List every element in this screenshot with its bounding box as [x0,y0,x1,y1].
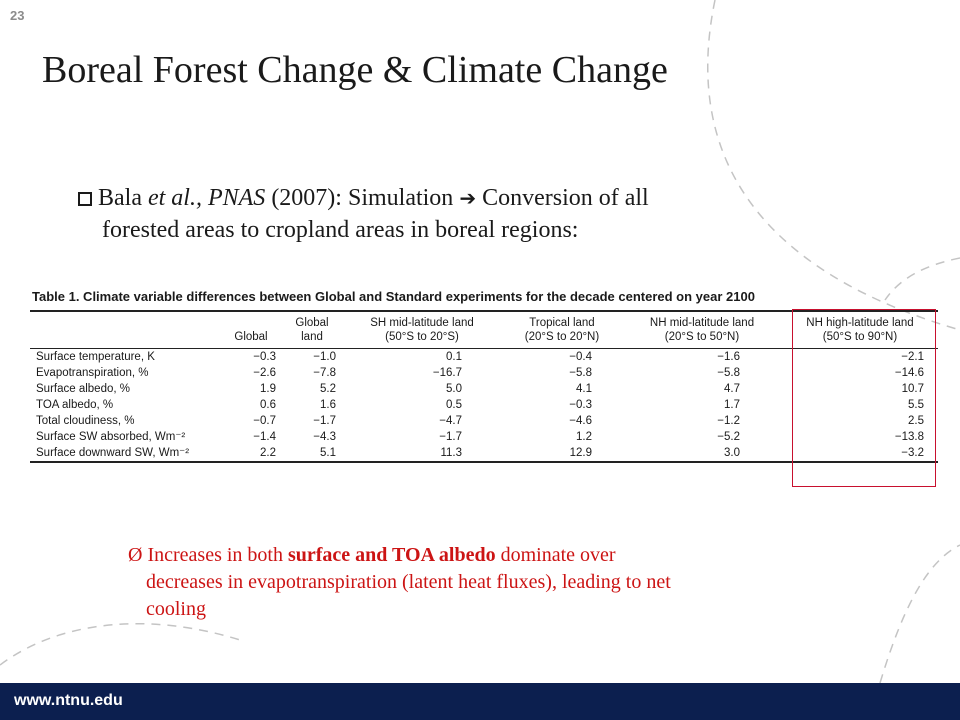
table-cell: 1.7 [724,399,740,411]
bullet-line-2: forested areas to cropland areas in bore… [102,217,579,243]
table-cell: −4.6 [569,415,592,427]
table-header-cell: SH mid-latitude land (50°S to 20°S) [370,317,474,343]
table-cell: −2.6 [253,367,276,379]
highlight-box-nh-high-latitude [792,309,936,487]
table-row: Total cloudiness, % −0.7 −1.7 −4.7 −4.6 … [30,413,938,429]
table-cell: 2.5 [908,415,924,427]
checkbox-bullet-icon [78,192,92,206]
conclusion-line-2: decreases in evapotranspiration (latent … [146,571,671,593]
table-cell: 1.9 [260,383,276,395]
table-cell: −5.2 [717,431,740,443]
dashed-arc-bottom-left [0,623,241,666]
table-cell: −4.3 [313,431,336,443]
table-cell: −13.8 [894,431,924,443]
table-cell: −16.7 [432,367,462,379]
footer-url-link[interactable]: www.ntnu.edu [14,692,123,709]
table-row: Evapotranspiration, % −2.6 −7.8 −16.7 −5… [30,365,938,381]
table-cell: 0.1 [446,351,462,363]
row-label: TOA albedo, % [36,399,114,411]
table-cell: −0.4 [569,351,592,363]
table-row: Surface downward SW, Wm⁻² 2.2 5.1 11.3 1… [30,445,938,462]
table-cell: −5.8 [717,367,740,379]
row-label: Surface albedo, % [36,383,130,395]
row-label: Surface SW absorbed, Wm⁻² [36,431,186,443]
table-row: Surface albedo, % 1.9 5.2 5.0 4.1 4.7 10… [30,381,938,397]
table-row: Surface temperature, K −0.3 −1.0 0.1 −0.… [30,349,938,366]
table-cell: −2.1 [901,351,924,363]
table-cell: −7.8 [313,367,336,379]
table-caption: Table 1. Climate variable differences be… [32,289,755,304]
table-cell: −1.6 [717,351,740,363]
table-header-cell: NH mid-latitude land (20°S to 50°N) [649,317,755,343]
row-label: Surface temperature, K [36,351,155,363]
bullet-line-1: Bala et al., PNAS (2007): Simulation ➔ C… [78,182,838,214]
bullet-conclusion: Ø Increases in both surface and TOA albe… [128,542,828,623]
table-cell: −1.2 [717,415,740,427]
table-cell: 1.2 [576,431,592,443]
table-cell: 0.6 [260,399,276,411]
dashed-arc-right [707,0,960,331]
table-header-row: Global Global land SH mid-latitude land (5… [30,311,938,349]
arrow-bullet-icon: Ø [128,544,143,566]
bullet-year: (2007): Simulation [271,185,454,211]
table-header-cell: Global [234,331,268,343]
conclusion-pre: Increases in both [147,544,288,566]
table-cell: 5.0 [446,383,462,395]
table-cell: 5.2 [320,383,336,395]
table-cell: −1.4 [253,431,276,443]
row-label: Total cloudiness, % [36,415,135,427]
table-cell: 12.9 [569,447,592,459]
table-cell: 2.2 [260,447,276,459]
page-number: 23 [10,8,25,23]
table-row: Surface SW absorbed, Wm⁻² −1.4 −4.3 −1.7… [30,429,938,445]
table-header-cell: Tropical land (20°S to 20°N) [524,317,600,343]
table-header-cell: Global land [295,317,329,343]
table-cell: 0.5 [446,399,462,411]
table-cell: −1.7 [313,415,336,427]
dashed-arc-bottom-right [879,544,960,684]
climate-table-figure: Table 1. Climate variable differences be… [30,289,940,463]
conclusion-post: dominate over [495,544,616,566]
table-cell: 1.6 [320,399,336,411]
table-cell: −5.8 [569,367,592,379]
row-label: Evapotranspiration, % [36,367,149,379]
dashed-arc-right-inner [884,257,960,301]
table-cell: −3.2 [901,447,924,459]
table-cell: −0.3 [253,351,276,363]
conclusion-bold: surface and TOA albedo [287,544,496,566]
row-label: Surface downward SW, Wm⁻² [36,447,190,459]
table-cell: −0.3 [569,399,592,411]
bullet-rest: Conversion of all [482,185,649,211]
table-cell: 5.5 [908,399,924,411]
table-cell: −14.6 [894,367,924,379]
table-cell: −1.0 [313,351,336,363]
footer-bar: www.ntnu.edu [0,683,960,720]
table-cell: 11.3 [440,447,462,459]
conclusion-line-1: Ø Increases in both surface and TOA albe… [128,542,828,569]
table-cell: −0.7 [253,415,276,427]
table-cell: 4.7 [724,383,740,395]
table-cell: 4.1 [576,383,592,395]
right-arrow-icon: ➔ [459,186,477,210]
climate-table: Global Global land SH mid-latitude land (5… [30,310,938,463]
table-cell: 5.1 [320,447,336,459]
bullet-simulation: Bala et al., PNAS (2007): Simulation ➔ C… [78,182,838,246]
table-row: TOA albedo, % 0.6 1.6 0.5 −0.3 1.7 5.5 [30,397,938,413]
table-cell: −4.7 [439,415,462,427]
conclusion-line-3: cooling [146,598,206,620]
slide-title: Boreal Forest Change & Climate Change [42,49,668,91]
table-cell: 10.7 [901,383,924,395]
table-cell: −1.7 [439,431,462,443]
bullet-citation: et al., PNAS [147,185,266,211]
table-cell: 3.0 [724,447,740,459]
bullet-author: Bala [98,185,142,211]
table-header-corner [30,311,220,349]
table-header-cell: NH high-latitude land (50°S to 90°N) [806,317,914,343]
